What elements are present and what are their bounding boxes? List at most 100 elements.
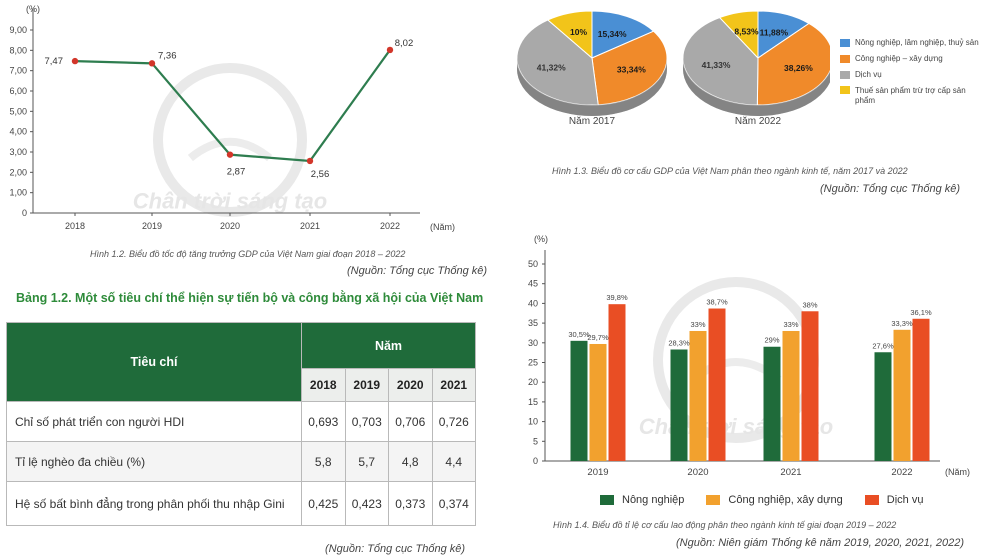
legend-swatch — [864, 495, 879, 505]
bar-data-label: 29,7% — [587, 333, 609, 342]
line-y-tick-label: 8,00 — [9, 45, 27, 55]
gdp-growth-line-chart: Chân trời sáng tạo 0 1,00 2,00 3,00 4,00 5,00… — [9, 4, 455, 232]
bar-x-tick-label: 2022 — [891, 467, 912, 478]
bar-y-tick-label: 45 — [528, 279, 538, 289]
bar — [912, 318, 930, 461]
pie-slice-label: 33,34% — [617, 65, 646, 75]
line-data-label: 8,02 — [395, 38, 414, 49]
table-row: Hệ số bất bình đẳng trong phân phối thu … — [6, 481, 476, 526]
table-row: Chỉ số phát triển con người HDI 0,693 0,… — [6, 401, 476, 442]
pie-slice-label: 8,53% — [734, 27, 759, 37]
pie-slice — [591, 30, 668, 106]
bar-data-label: 33% — [783, 320, 798, 329]
legend-label: Công nghiệp, xây dựng — [728, 494, 843, 506]
pie-edge — [517, 58, 667, 116]
line-y-tick-label: 0 — [22, 208, 27, 218]
bar — [874, 352, 892, 461]
header-year: Năm — [301, 322, 476, 369]
cell-value: 5,7 — [344, 441, 389, 482]
legend-label: Thuế sản phẩm trừ trợ cấp sản phẩm — [855, 86, 966, 105]
bar-y-tick-label: 35 — [528, 318, 538, 328]
line-chart-caption: Hình 1.2. Biểu đồ tốc độ tăng trưởng GDP… — [90, 249, 406, 259]
cell-value: 0,726 — [431, 401, 476, 442]
bar-data-label: 28,3% — [668, 338, 690, 347]
line-point — [386, 46, 394, 54]
bar-legend: Nông nghiệp Công nghiệp, xây dựng Dịch v… — [600, 494, 945, 506]
cell-value: 4,8 — [388, 441, 433, 482]
bar-y-tick-label: 40 — [528, 298, 538, 308]
bar-y-tick-label: 25 — [528, 358, 538, 368]
bar-data-label: 33% — [690, 320, 705, 329]
bar-data-label: 29% — [764, 336, 779, 345]
pie-slice — [718, 10, 759, 60]
line-chart-source: (Nguồn: Tổng cục Thống kê) — [347, 265, 488, 277]
line-data-label: 2,87 — [227, 167, 246, 178]
pie-slice-label: 10% — [570, 27, 587, 37]
legend-item: Dịch vụ — [864, 494, 924, 506]
bar-chart-caption: Hình 1.4. Biểu đồ tỉ lệ cơ cấu lao động … — [553, 520, 897, 530]
line-y-tick-label: 6,00 — [9, 86, 27, 96]
labor-structure-bar-chart: Chân trời sáng tạo 051015202530354045502… — [528, 234, 970, 478]
line-x-tick-label: 2022 — [380, 221, 400, 231]
bar — [589, 343, 607, 461]
bar-y-tick-label: 0 — [533, 456, 538, 466]
bar-data-label: 38,7% — [706, 298, 728, 307]
pie-slice-label: 38,26% — [784, 63, 813, 73]
pie-chart-caption: Hình 1.3. Biểu đồ cơ cấu GDP của Việt Na… — [552, 166, 908, 176]
bar — [708, 308, 726, 461]
pie-slice — [591, 10, 655, 59]
bar-y-tick-label: 15 — [528, 397, 538, 407]
bar-x-unit: (Năm) — [945, 467, 970, 477]
line-watermark-text: Chân trời sáng tạo — [133, 188, 327, 213]
table-source: (Nguồn: Tổng cục Thống kê) — [325, 543, 466, 555]
legend-label: Dịch vụ — [855, 70, 882, 79]
bar-x-tick-label: 2021 — [780, 467, 801, 478]
header-criteria: Tiêu chí — [6, 322, 302, 402]
table-title: Bảng 1.2. Một số tiêu chí thể hiện sự ti… — [16, 291, 484, 305]
year-header-2021: 2021 — [431, 368, 476, 402]
cell-value: 0,425 — [301, 481, 346, 526]
bar — [608, 304, 626, 461]
bar — [893, 329, 911, 461]
line-point — [226, 151, 234, 158]
bar-data-label: 30,5% — [568, 330, 590, 339]
bar-y-tick-label: 30 — [528, 338, 538, 348]
pie-slice — [756, 22, 830, 106]
bar-data-label: 39,8% — [606, 293, 628, 302]
line-watermark-ring — [153, 63, 307, 217]
gdp-structure-pie-charts: 15,34% 33,34% 41,32% 10% 11,88% 38,26% 41,33% 8… — [516, 10, 830, 127]
pie-slice-label: 11,88% — [760, 28, 789, 38]
bar-chart-source: (Nguồn: Niên giám Thống kê năm 2019, 202… — [676, 537, 965, 549]
pie-slice — [546, 10, 593, 60]
cell-value: 0,703 — [344, 401, 389, 442]
line-y-unit: (%) — [26, 4, 40, 14]
cell-value: 0,706 — [388, 401, 433, 442]
legend-label: Dịch vụ — [886, 494, 924, 506]
bar — [570, 340, 588, 461]
bar — [782, 330, 800, 461]
line-y-tick-label: 5,00 — [9, 106, 27, 116]
bar-data-label: 36,1% — [910, 308, 932, 317]
pie-slice-label: 15,34% — [598, 29, 627, 39]
line-y-tick-label: 1,00 — [9, 188, 27, 198]
table-row: Tỉ lệ nghèo đa chiều (%) 5,8 5,7 4,8 4,4 — [6, 441, 476, 482]
bar-y-tick-label: 20 — [528, 377, 538, 387]
legend-label: Công nghiệp – xây dựng — [855, 54, 943, 63]
pie-edge — [683, 58, 830, 116]
bar-data-label: 27,6% — [872, 341, 894, 350]
row-criteria: Chỉ số phát triển con người HDI — [6, 401, 302, 442]
row-criteria: Tỉ lệ nghèo đa chiều (%) — [6, 441, 302, 482]
bar-data-label: 33,3% — [891, 319, 913, 328]
bar-y-tick-label: 10 — [528, 417, 538, 427]
year-header-2019: 2019 — [344, 368, 389, 402]
legend-item: Dịch vụ — [840, 70, 882, 79]
line-x-tick-label: 2018 — [65, 221, 85, 231]
line-point — [148, 60, 156, 67]
pie-slice-label: 41,32% — [537, 62, 566, 72]
year-header-2020: 2020 — [388, 368, 433, 402]
pie-slice — [516, 19, 599, 106]
line-point — [71, 57, 79, 65]
legend-item: Công nghiệp – xây dựng — [840, 54, 943, 63]
line-watermark-book — [187, 137, 273, 162]
line-data-label: 7,36 — [158, 50, 177, 61]
